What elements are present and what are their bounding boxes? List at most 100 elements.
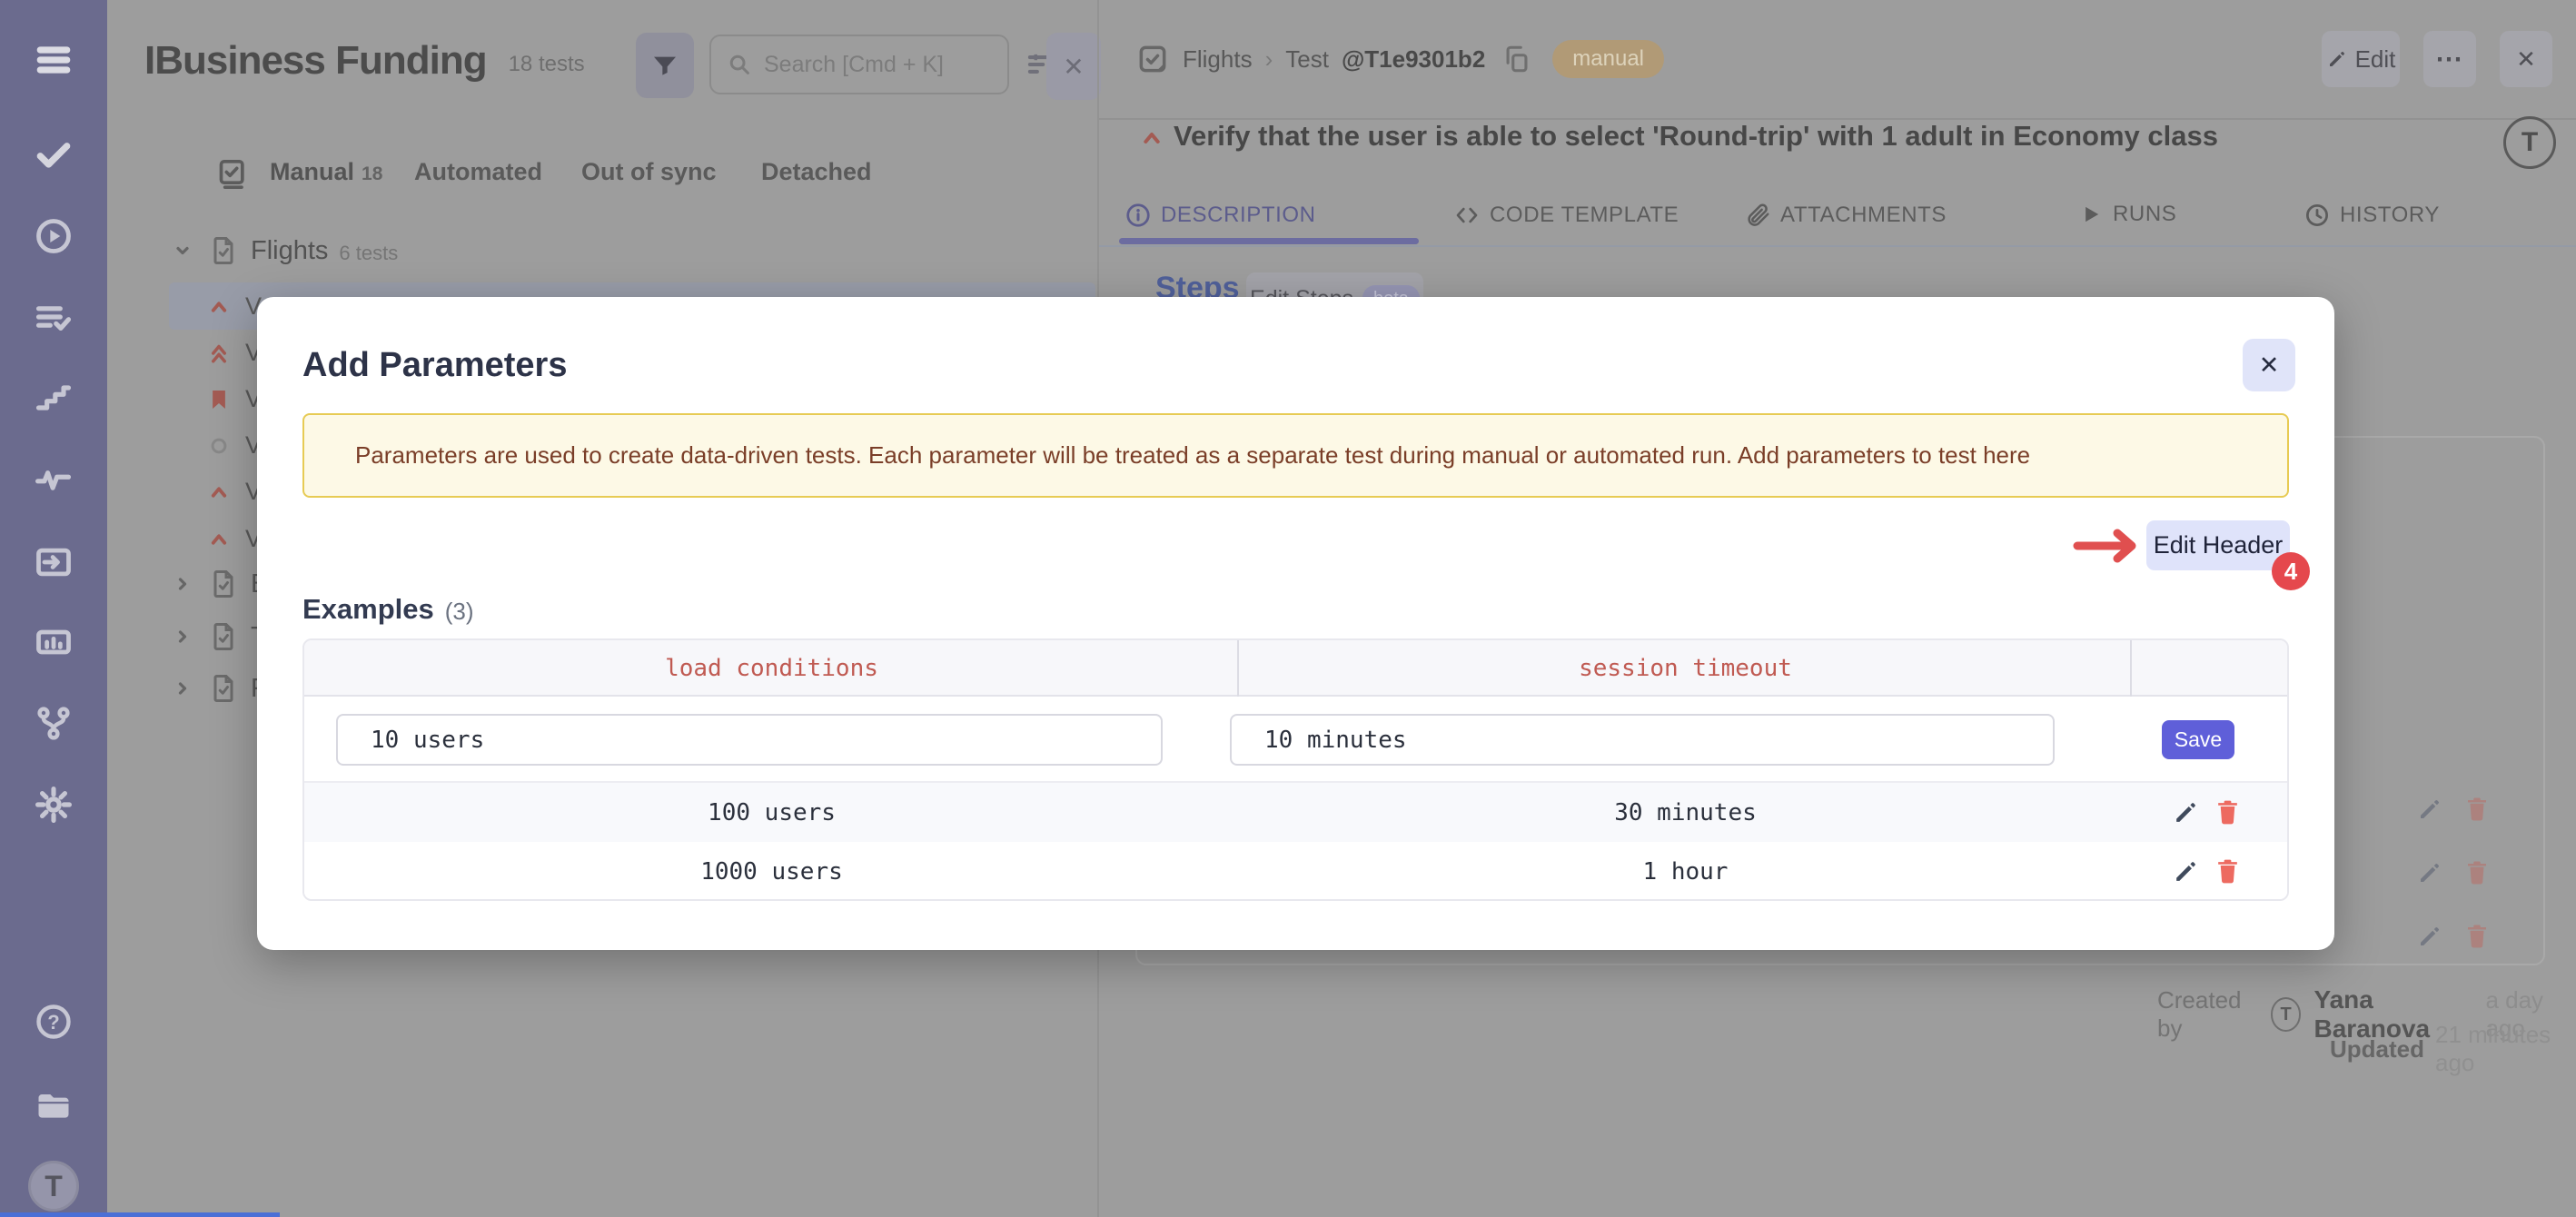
project-title-row: IBusiness Funding 18 tests (144, 38, 585, 84)
report-icon[interactable] (34, 622, 74, 662)
annotation-arrow (2073, 529, 2136, 563)
tree-group-count: 6 tests (339, 241, 399, 264)
breadcrumb: Flights › Test @T1e9301b2 manual (1135, 40, 1664, 78)
tab-detached[interactable]: Detached (761, 158, 872, 185)
tab-bar-border (1099, 245, 2576, 247)
code-icon (1456, 207, 1478, 223)
author-name: Yana Baranova (2313, 985, 2431, 1043)
tab-description[interactable]: DESCRIPTION (1125, 202, 1316, 229)
chevron-right-icon (178, 682, 187, 695)
tree-group-flights[interactable]: Flights 6 tests (169, 234, 398, 267)
testomat-logo[interactable]: T (28, 1161, 79, 1212)
tab-automated[interactable]: Automated (414, 158, 542, 185)
tab-manual[interactable]: Manual 18 (270, 158, 383, 185)
status-badge: manual (1552, 40, 1664, 78)
background-row-actions (2416, 923, 2491, 950)
right-header-border (1099, 118, 2576, 120)
examples-heading: Examples (3) (302, 593, 474, 625)
column-divider (2130, 640, 2132, 697)
pencil-icon (2421, 864, 2439, 882)
column-header: session timeout (1579, 655, 1792, 682)
modal-close-button[interactable]: ✕ (2243, 339, 2295, 391)
updated-line: Updated 21 minutes ago (2330, 1021, 2551, 1076)
priority-highest-icon (212, 344, 226, 362)
tab-attachments[interactable]: ATTACHMENTS (1744, 202, 1947, 229)
table-cell: 100 users (708, 798, 836, 826)
analytics-icon[interactable] (34, 460, 74, 500)
author-avatar[interactable]: T (2503, 116, 2556, 169)
table-row: 100 users 30 minutes (304, 783, 2287, 842)
select-all-icon[interactable] (214, 156, 251, 193)
settings-gear-icon[interactable] (34, 785, 74, 825)
help-icon[interactable]: ? (34, 1002, 74, 1042)
play-circle-icon[interactable] (34, 216, 74, 256)
tab-out-of-sync[interactable]: Out of sync (581, 158, 717, 185)
save-button[interactable]: Save (2162, 720, 2234, 759)
examples-count: (3) (444, 597, 474, 625)
priority-normal-icon (211, 438, 227, 453)
info-icon (1126, 203, 1150, 227)
progress-bar (0, 1212, 280, 1217)
breadcrumb-item: Test (1285, 45, 1329, 73)
import-icon[interactable] (34, 542, 74, 582)
filter-lines-icon[interactable] (1023, 47, 1057, 82)
pencil-icon (2329, 52, 2344, 66)
test-check-icon (1139, 45, 1166, 73)
search-icon (729, 54, 749, 74)
copy-icon[interactable] (1501, 44, 1532, 74)
filter-button[interactable] (636, 33, 694, 98)
tree-group-label: Flights (251, 235, 329, 265)
delete-row-icon[interactable] (2214, 798, 2242, 826)
table-cell: 30 minutes (1614, 798, 1757, 826)
search-input[interactable]: Search [Cmd + K] (709, 35, 1009, 94)
menu-icon[interactable] (34, 40, 74, 80)
editor-row: Save (304, 697, 2287, 783)
edit-header-button[interactable]: Edit Header (2146, 520, 2290, 570)
info-banner-text: Parameters are used to create data-drive… (355, 441, 2031, 469)
edit-row-icon[interactable] (2172, 798, 2200, 826)
check-icon[interactable] (34, 134, 74, 174)
trash-icon (2468, 797, 2486, 821)
column-header: load conditions (665, 655, 878, 682)
edit-row-icon[interactable] (2172, 857, 2200, 886)
param-input-load-conditions[interactable] (336, 714, 1163, 766)
breadcrumb-section[interactable]: Flights (1183, 45, 1253, 73)
created-by-line: Created by T Yana Baranova a day ago (2157, 985, 2544, 1043)
chevron-right-icon (178, 630, 187, 643)
steps-icon[interactable] (34, 378, 74, 418)
suite-doc-icon (213, 570, 233, 598)
play-icon (2086, 206, 2099, 223)
edit-button[interactable]: Edit (2322, 31, 2400, 87)
notification-badge: 4 (2272, 552, 2310, 590)
modal-title: Add Parameters (302, 346, 568, 384)
close-panel-button[interactable]: ✕ (2500, 31, 2552, 87)
paperclip-icon (1748, 203, 1769, 226)
chevron-right-icon (178, 578, 187, 590)
delete-row-icon[interactable] (2214, 857, 2242, 886)
close-search-button[interactable]: ✕ (1046, 33, 1101, 100)
priority-high-icon (211, 486, 227, 498)
tab-code-template[interactable]: CODE TEMPLATE (1453, 202, 1679, 229)
examples-table: load conditions session timeout Save 100… (302, 638, 2289, 901)
tab-history[interactable]: HISTORY (2304, 202, 2440, 229)
param-input-session-timeout[interactable] (1230, 714, 2055, 766)
search-placeholder: Search [Cmd + K] (764, 51, 944, 77)
branch-icon[interactable] (34, 703, 74, 743)
pencil-icon (2421, 927, 2439, 945)
table-row: 1000 users 1 hour (304, 842, 2287, 899)
pencil-icon (2421, 800, 2439, 818)
column-divider (1237, 640, 1239, 697)
table-header-row: load conditions session timeout (304, 640, 2287, 697)
more-button[interactable]: ⋯ (2423, 31, 2476, 87)
background-row-actions (2416, 859, 2491, 886)
history-clock-icon (2306, 204, 2328, 226)
table-cell: 1 hour (1642, 857, 1729, 886)
priority-high-icon (211, 301, 227, 312)
add-parameters-modal: Add Parameters ✕ Parameters are used to … (257, 297, 2334, 950)
chevron-down-icon (176, 246, 189, 255)
run-list-icon[interactable] (34, 297, 74, 337)
collapse-caret-icon[interactable] (1137, 124, 1166, 153)
projects-folder-icon[interactable] (34, 1084, 74, 1124)
tab-runs[interactable]: RUNS (2078, 202, 2176, 227)
